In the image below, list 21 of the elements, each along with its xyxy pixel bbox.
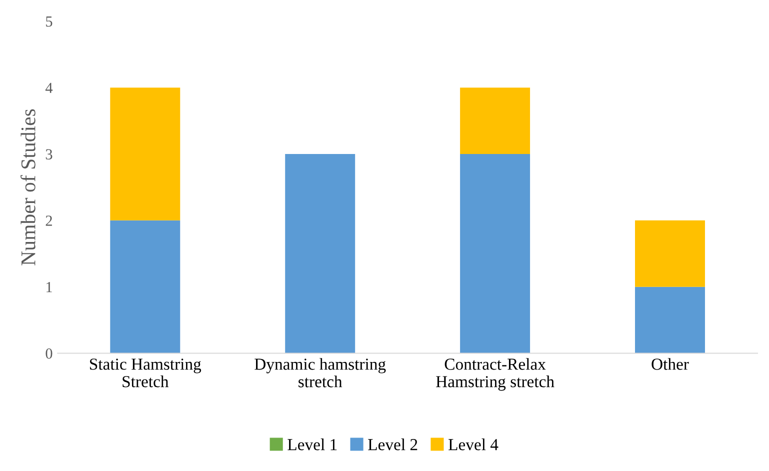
legend-label: Level 1 <box>288 438 337 450</box>
y-axis-title: Number of Studies <box>20 109 36 266</box>
x-tick-label: Other <box>652 358 689 370</box>
y-tick-label: 1 <box>46 282 52 292</box>
x-tick-label: Static Hamstring Stretch <box>90 358 202 388</box>
bar <box>285 154 356 354</box>
y-tick-label: 4 <box>45 82 53 93</box>
bar <box>460 88 530 154</box>
y-tick-label: 5 <box>46 16 52 27</box>
bar <box>110 88 180 220</box>
x-tick-label: Contract-Relax Hamstring stretch <box>436 358 554 391</box>
y-tick-label: 2 <box>46 216 52 226</box>
bar <box>110 220 180 354</box>
bar <box>635 220 705 287</box>
y-tick-label: 3 <box>46 149 52 160</box>
x-tick-label: Dynamic hamstring stretch <box>254 358 386 388</box>
bar <box>635 286 705 354</box>
y-tick-label: 0 <box>46 348 52 359</box>
legend-label: Level 4 <box>448 438 498 450</box>
legend-label: Level 2 <box>368 438 418 450</box>
bar <box>460 154 530 354</box>
